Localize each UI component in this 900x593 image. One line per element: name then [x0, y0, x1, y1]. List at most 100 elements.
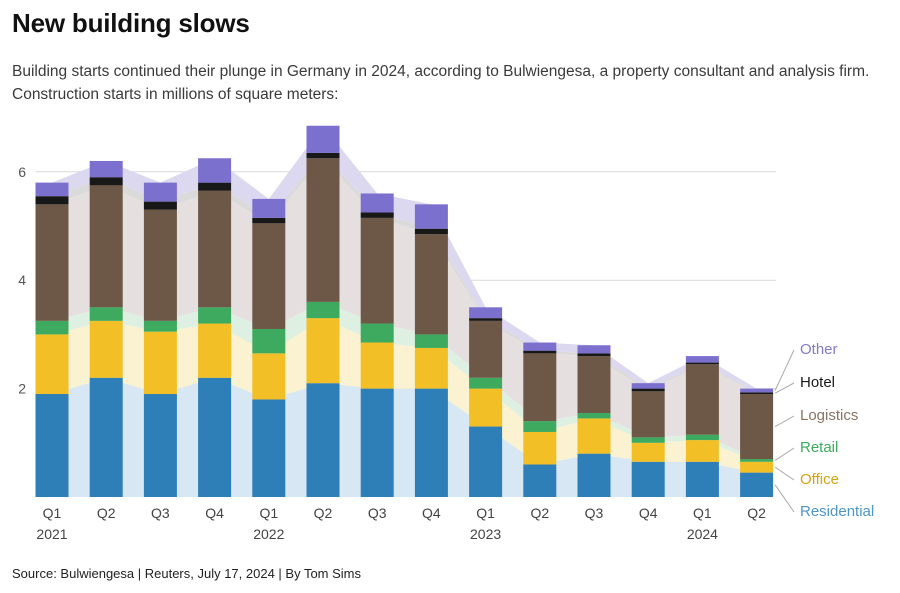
x-tick-label: Q3 — [151, 505, 170, 521]
bar-segment-office — [143, 331, 177, 395]
year-label: 2022 — [253, 526, 284, 542]
bar-segment-residential — [143, 394, 177, 497]
x-tick-label: Q3 — [368, 505, 387, 521]
year-label: 2023 — [470, 526, 501, 542]
bar-segment-hotel — [414, 228, 448, 235]
bar-segment-residential — [414, 388, 448, 497]
legend-label-retail: Retail — [800, 439, 839, 456]
x-tick-label: Q1 — [693, 505, 712, 521]
bar-segment-retail — [360, 323, 394, 343]
bar-segment-residential — [740, 472, 774, 497]
bar-segment-logistics — [685, 364, 719, 435]
bar-segment-retail — [685, 434, 719, 441]
bar-segment-logistics — [523, 353, 557, 422]
bar-segment-other — [143, 182, 177, 202]
bar-segment-retail — [523, 421, 557, 432]
bar-segment-office — [523, 431, 557, 465]
stacked-bar-chart-svg: 2 4 6 Q1 Q2 Q3 Q4 Q1 Q2 Q3 Q4 Q1 Q2 Q3 Q4 Q1 Q2 2021 2022 2… — [18, 125, 795, 542]
bar-segment-logistics — [89, 185, 123, 308]
bar-segment-other — [306, 125, 340, 153]
bar-segment-other — [89, 160, 123, 178]
bar-segment-logistics — [631, 391, 665, 438]
bar-segment-residential — [469, 426, 503, 497]
legend-label-office: Office — [800, 471, 839, 488]
legend-leader-line — [774, 447, 795, 461]
bar-segment-logistics — [414, 234, 448, 335]
bar-segment-other — [685, 356, 719, 363]
page-title: New building slows — [12, 8, 250, 38]
bar-segment-retail — [306, 301, 340, 319]
x-tick-label: Q4 — [205, 505, 224, 521]
bar-segment-retail — [577, 412, 611, 419]
x-tick-label: Q1 — [259, 505, 278, 521]
legend-label-logistics: Logistics — [800, 407, 859, 424]
bar-segment-office — [685, 440, 719, 462]
bar-segment-residential — [523, 464, 557, 497]
bar-segment-hotel — [631, 388, 665, 392]
bar-segment-hotel — [306, 152, 340, 159]
bar-segment-office — [631, 442, 665, 462]
bar-segment-logistics — [143, 209, 177, 321]
bar-segment-other — [35, 182, 69, 197]
bar-segment-hotel — [685, 362, 719, 365]
bar-segment-hotel — [198, 182, 232, 191]
bar-segment-residential — [685, 461, 719, 497]
x-tick-label: Q2 — [97, 505, 116, 521]
bar-segment-retail — [35, 320, 69, 335]
chart-area: 2 4 6 Q1 Q2 Q3 Q4 Q1 Q2 Q3 Q4 Q1 Q2 Q3 Q4 Q1 Q2 2021 2022 2… — [12, 118, 888, 554]
bar-segment-residential — [252, 399, 286, 497]
x-tick-label: Q3 — [585, 505, 604, 521]
bar-segment-office — [414, 347, 448, 389]
bar-segment-hotel — [740, 392, 774, 395]
bar-segment-other — [740, 388, 774, 393]
bar-segment-office — [198, 323, 232, 378]
bar-segment-other — [414, 204, 448, 229]
legend-leader-line — [774, 466, 795, 481]
y-tick-label: 4 — [18, 272, 26, 288]
bar-segment-hotel — [89, 177, 123, 186]
bar-segment-logistics — [35, 204, 69, 321]
legend-label-residential: Residential — [800, 503, 875, 520]
legend-leader-line — [774, 382, 795, 394]
bar-segment-logistics — [740, 394, 774, 460]
bar-segment-hotel — [143, 201, 177, 210]
bar-segment-residential — [89, 377, 123, 497]
bar-segment-other — [469, 307, 503, 319]
x-tick-label: Q2 — [747, 505, 766, 521]
bar-segment-other — [252, 198, 286, 218]
bar-segment-retail — [469, 377, 503, 389]
bar-segment-residential — [577, 453, 611, 497]
bar-segment-logistics — [360, 217, 394, 324]
x-tick-label: Q1 — [476, 505, 495, 521]
bar-segment-retail — [740, 459, 774, 462]
bar-segment-retail — [252, 328, 286, 354]
x-tick-label: Q4 — [422, 505, 441, 521]
bar-segment-residential — [35, 394, 69, 497]
bar-segment-other — [523, 342, 557, 351]
bar-segment-office — [360, 342, 394, 389]
bar-segment-logistics — [198, 190, 232, 308]
bar-segment-office — [35, 334, 69, 395]
legend-label-hotel: Hotel — [800, 374, 836, 391]
bar-segment-other — [577, 345, 611, 354]
bar-segment-office — [740, 461, 774, 473]
bar-segment-office — [469, 388, 503, 427]
legend-leader-line — [774, 349, 795, 391]
x-tick-label: Q2 — [530, 505, 549, 521]
bar-segment-residential — [306, 383, 340, 497]
bar-segment-retail — [143, 320, 177, 332]
bar-segment-hotel — [35, 196, 69, 205]
bar-segment-retail — [198, 307, 232, 324]
bar-segment-hotel — [360, 212, 394, 218]
bar-segment-residential — [198, 377, 232, 497]
x-tick-label: Q4 — [639, 505, 658, 521]
bar-segment-office — [577, 418, 611, 454]
bar-segment-logistics — [252, 223, 286, 329]
bar-segment-hotel — [252, 217, 286, 224]
bar-segment-hotel — [523, 350, 557, 354]
bar-segment-retail — [89, 307, 123, 321]
bar-segment-office — [252, 353, 286, 400]
legend-leader-line — [774, 415, 795, 427]
bar-segment-other — [198, 158, 232, 183]
